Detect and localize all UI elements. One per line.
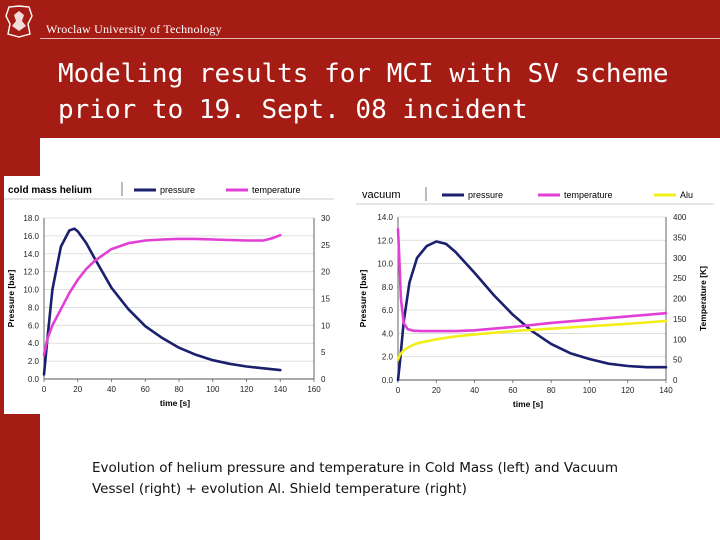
y2-tick-label: 15 <box>321 295 330 304</box>
y2-tick-label: 350 <box>673 233 687 242</box>
title-line-2: prior to 19. Sept. 08 incident <box>58 95 528 125</box>
series-line-alu <box>396 319 668 361</box>
legend-label-temperature: temperature <box>252 185 301 195</box>
legend-label-alu: Alu <box>680 190 693 200</box>
vacuum-chart: vacuum pressure temperature Alu 0.0 2.0 4.0 6.0… <box>356 187 714 409</box>
caption-line-1: Evolution of helium pressure and tempera… <box>92 460 619 476</box>
y2-tick-label: 300 <box>673 254 687 263</box>
x-tick-label: 80 <box>547 386 556 395</box>
x-tick-label: 20 <box>73 385 82 394</box>
x-tick-label: 20 <box>432 386 441 395</box>
x-tick-label: 0 <box>42 385 47 394</box>
x-tick-label: 140 <box>274 385 288 394</box>
x-axis-label: time [s] <box>513 399 543 409</box>
series-line-pressure <box>42 227 282 376</box>
cold-mass-chart: cold mass helium pressure temperature 0.0 2.… <box>4 182 334 408</box>
y2-tick-label: 150 <box>673 315 687 324</box>
x-tick-label: 60 <box>141 385 150 394</box>
x-tick-label: 60 <box>508 386 517 395</box>
x-tick-label: 80 <box>175 385 184 394</box>
university-name: Wroclaw University of Technology <box>46 22 222 36</box>
y-tick-label: 2.0 <box>28 357 40 366</box>
y-tick-label: 0.0 <box>382 376 394 385</box>
y2-tick-label: 20 <box>321 268 330 277</box>
cold-mass-chart-panel: cold mass helium pressure temperature 0.0 2.… <box>4 176 334 414</box>
y2-tick-label: 100 <box>673 335 687 344</box>
series-line-pressure <box>396 240 668 382</box>
y2-tick-label: 25 <box>321 241 330 250</box>
y-tick-label: 14.0 <box>23 250 39 259</box>
y-tick-label: 18.0 <box>23 214 39 223</box>
y2-tick-label: 5 <box>321 348 326 357</box>
y-tick-label: 4.0 <box>28 339 40 348</box>
legend-title: vacuum <box>362 189 401 201</box>
x-tick-label: 100 <box>206 385 220 394</box>
header-divider <box>40 38 720 39</box>
x-tick-label: 160 <box>307 385 321 394</box>
y2-tick-label: 400 <box>673 213 687 222</box>
y2-tick-label: 10 <box>321 321 330 330</box>
slide-header <box>0 0 720 138</box>
x-tick-label: 120 <box>240 385 254 394</box>
y-tick-label: 14.0 <box>377 213 393 222</box>
y-tick-label: 12.0 <box>377 236 393 245</box>
y-tick-label: 16.0 <box>23 232 39 241</box>
y-tick-label: 8.0 <box>28 303 40 312</box>
y-tick-label: 2.0 <box>382 353 394 362</box>
y-tick-label: 4.0 <box>382 329 394 338</box>
y-tick-label: 6.0 <box>382 306 394 315</box>
vacuum-chart-panel: vacuum pressure temperature Alu 0.0 2.0 4.0 6.0… <box>356 176 714 420</box>
x-tick-label: 0 <box>396 386 401 395</box>
y2-tick-label: 200 <box>673 295 687 304</box>
y-tick-label: 12.0 <box>23 268 39 277</box>
y2-tick-label: 50 <box>673 356 682 365</box>
series-line-temperature <box>396 227 668 333</box>
x-tick-label: 140 <box>659 386 673 395</box>
legend-label-pressure: pressure <box>468 190 503 200</box>
y2-tick-label: 30 <box>321 214 330 223</box>
legend-label-pressure: pressure <box>160 185 195 195</box>
y-tick-label: 10.0 <box>23 286 39 295</box>
y2-axis-label: Temperature [K] <box>698 266 708 331</box>
caption-line-2: Vessel (right) + evolution Al. Shield te… <box>92 481 467 497</box>
x-tick-label: 100 <box>583 386 597 395</box>
university-eagle-logo <box>5 5 33 38</box>
y-axis-label: Pressure [bar] <box>6 270 16 328</box>
figure-caption: Evolution of helium pressure and tempera… <box>92 458 692 500</box>
legend-title: cold mass helium <box>8 185 92 196</box>
y-tick-label: 0.0 <box>28 375 40 384</box>
y2-tick-label: 250 <box>673 274 687 283</box>
x-tick-label: 40 <box>107 385 116 394</box>
x-axis-label: time [s] <box>160 398 190 408</box>
x-tick-label: 120 <box>621 386 635 395</box>
y2-tick-label: 0 <box>673 376 678 385</box>
title-line-1: Modeling results for MCI with SV scheme <box>58 59 669 89</box>
y2-tick-label: 0 <box>321 375 326 384</box>
y-tick-label: 8.0 <box>382 283 394 292</box>
y-tick-label: 6.0 <box>28 321 40 330</box>
slide-title: Modeling results for MCI with SV scheme … <box>58 56 708 128</box>
series-line-temperature <box>42 233 282 357</box>
x-tick-label: 40 <box>470 386 479 395</box>
legend-label-temperature: temperature <box>564 190 613 200</box>
y-tick-label: 10.0 <box>377 260 393 269</box>
y-axis-label: Pressure [bar] <box>358 270 368 328</box>
